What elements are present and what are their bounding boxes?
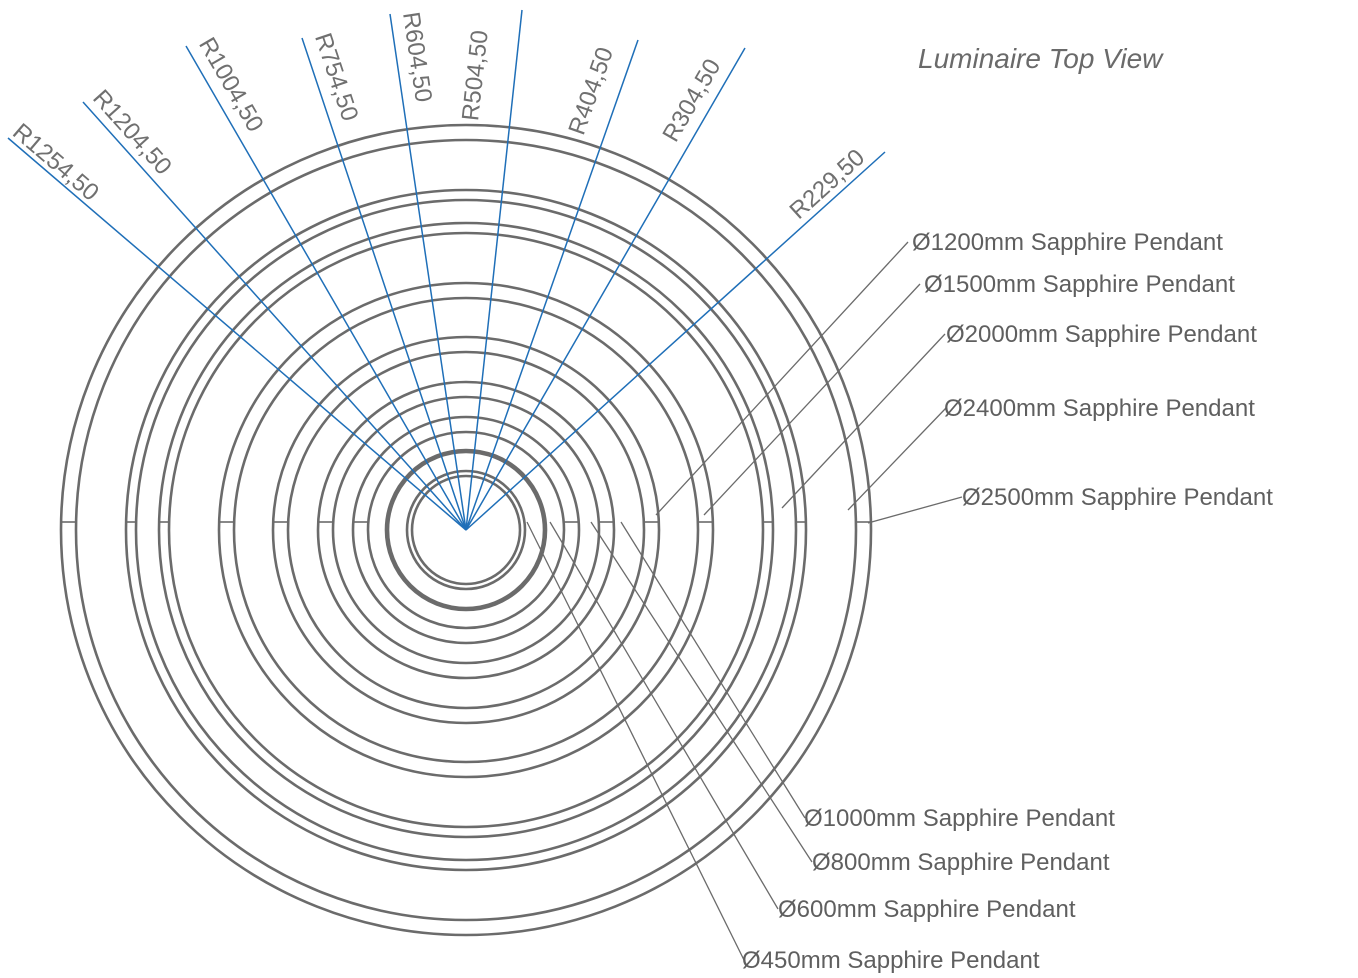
ring-16 — [386, 450, 546, 610]
pendant-right-label-3: Ø2000mm Sapphire Pendant — [946, 321, 1257, 348]
pendant-bottom-label-1: Ø1000mm Sapphire Pendant — [804, 805, 1115, 832]
ring-10 — [286, 350, 646, 710]
radius-label-8: R304,50 — [657, 54, 726, 146]
ring-18 — [410, 474, 522, 586]
pendant-bottom-label-2: Ø800mm Sapphire Pendant — [812, 849, 1110, 876]
ring-1 — [59, 123, 873, 937]
ring-12 — [331, 395, 601, 665]
radius-line-7 — [465, 39, 639, 531]
pendant-bottom-leader-4 — [526, 521, 745, 961]
pendant-bottom-label-4: Ø450mm Sapphire Pendant — [742, 947, 1040, 974]
ring-14 — [366, 430, 566, 630]
ring-11 — [316, 380, 616, 680]
pendant-bottom-label-3: Ø600mm Sapphire Pendant — [778, 896, 1076, 923]
pendant-leader-group: Ø1200mm Sapphire Pendant Ø1500mm Sapphire… — [526, 229, 1273, 974]
pendant-right-label-1: Ø1200mm Sapphire Pendant — [912, 229, 1223, 256]
radius-label-1: R1254,50 — [7, 118, 104, 206]
radius-line-4 — [301, 37, 467, 531]
pendant-right-label-2: Ø1500mm Sapphire Pendant — [924, 271, 1235, 298]
radius-line-1 — [7, 137, 467, 531]
ring-9 — [271, 335, 661, 725]
ring-7 — [217, 281, 715, 779]
pendant-right-leader-4 — [847, 407, 947, 511]
radius-line-6 — [465, 9, 523, 531]
pendant-right-leader-2 — [703, 283, 921, 516]
ring-group — [59, 123, 873, 937]
pendant-right-label-5: Ø2500mm Sapphire Pendant — [962, 484, 1273, 511]
radius-label-7: R404,50 — [563, 44, 619, 139]
radius-line-8 — [465, 47, 746, 531]
ring-6 — [167, 231, 765, 829]
ring-8 — [232, 296, 700, 764]
radius-label-5: R604,50 — [397, 10, 437, 104]
radius-label-2: R1204,50 — [87, 85, 177, 181]
pendant-right-label-4: Ø2400mm Sapphire Pendant — [944, 395, 1255, 422]
ring-15 — [384, 448, 548, 612]
ring-13 — [351, 415, 581, 645]
radius-line-3 — [185, 45, 467, 531]
pendant-right-leader-3 — [781, 333, 946, 509]
ring-4 — [134, 198, 798, 862]
ring-17 — [405, 469, 527, 591]
ring-3 — [124, 188, 808, 872]
radius-line-9 — [465, 151, 886, 531]
radius-label-4: R754,50 — [309, 30, 363, 125]
radius-label-9: R229,50 — [785, 144, 870, 225]
pendant-right-leader-1 — [655, 241, 909, 516]
radius-line-2 — [82, 101, 467, 531]
drawing-title: Luminaire Top View — [918, 43, 1164, 74]
ring-2 — [74, 138, 858, 922]
radius-line-5 — [389, 13, 467, 531]
pendant-bottom-leader-1 — [620, 521, 806, 819]
pendant-bottom-leader-2 — [590, 521, 813, 863]
pendant-bottom-leader-3 — [549, 521, 779, 910]
pendant-right-leader-5 — [867, 496, 963, 524]
radius-label-6: R504,50 — [457, 29, 494, 122]
radius-label-3: R1004,50 — [193, 33, 268, 137]
ring-5 — [157, 221, 775, 839]
